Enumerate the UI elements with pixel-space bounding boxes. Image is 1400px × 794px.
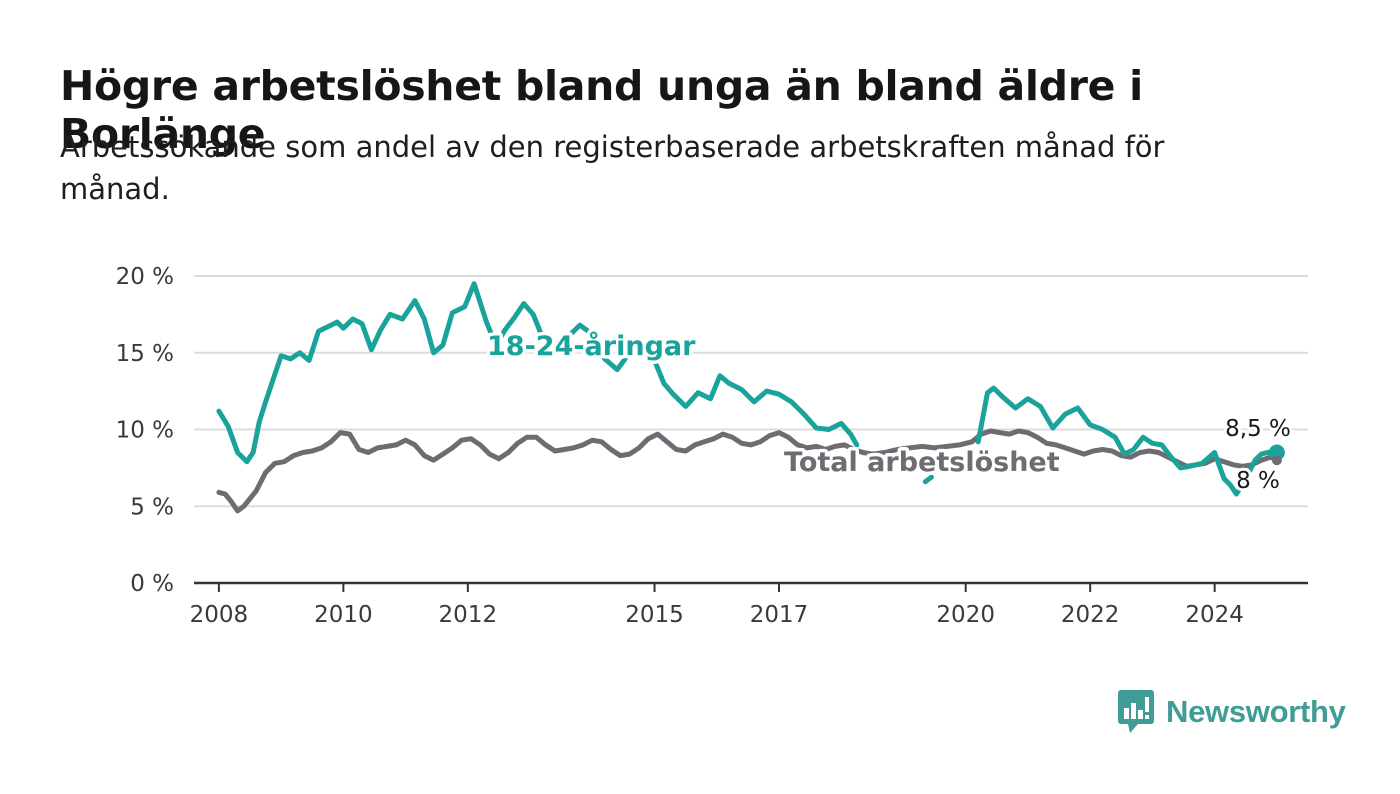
x-tick-label: 2017: [750, 602, 809, 628]
x-tick-label: 2008: [190, 602, 249, 628]
series-label-youth: 18-24-åringar: [487, 330, 696, 362]
y-tick-label: 20 %: [116, 264, 174, 290]
brand-logo: Newsworthy: [1118, 690, 1346, 734]
series-end-point-youth: [1268, 444, 1285, 461]
series-label-total: Total arbetslöshet: [784, 447, 1060, 478]
y-tick-label: 0 %: [130, 571, 174, 597]
bar-chart-logo-icon: [1118, 690, 1154, 733]
y-axis-ticks: 0 % 5 % 10 % 15 % 20 %: [116, 264, 174, 597]
x-tick-label: 2010: [314, 602, 373, 628]
x-tick-label: 2015: [625, 602, 684, 628]
x-axis-ticks: 2008 2010 2012 2015 2017 2020 2022 2024: [190, 583, 1244, 628]
series-lines: [216, 281, 1285, 514]
series-line-total: [216, 428, 1280, 514]
x-tick-label: 2024: [1185, 602, 1244, 628]
y-tick-label: 10 %: [116, 418, 174, 444]
series-line-youth: [216, 281, 1280, 497]
y-tick-label: 15 %: [116, 341, 174, 367]
chart-subtitle: Arbetssökande som andel av den registerb…: [60, 130, 1165, 206]
end-label-total: 8 %: [1236, 468, 1280, 494]
brand-name: Newsworthy: [1166, 694, 1346, 729]
chart-title: Högre arbetslöshet bland unga än bland ä…: [60, 62, 1143, 158]
x-tick-label: 2020: [936, 602, 995, 628]
end-label-youth: 8,5 %: [1225, 416, 1291, 442]
series-end-point-total: [1271, 455, 1282, 466]
x-tick-label: 2022: [1061, 602, 1120, 628]
series-labels: 18-24-åringar Total arbetslöshet 8,5 % 8 %: [484, 327, 1294, 498]
gridlines: [194, 275, 1308, 508]
x-tick-label: 2012: [439, 602, 498, 628]
y-tick-label: 5 %: [130, 494, 174, 520]
